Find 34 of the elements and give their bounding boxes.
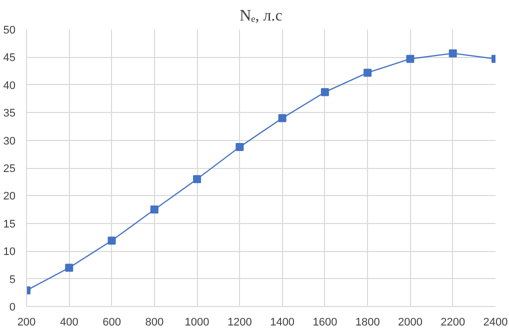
x-tick-label: 1800 xyxy=(355,316,380,328)
point xyxy=(150,206,158,214)
y-tick-label: 10 xyxy=(3,246,16,258)
x-tick-label: 2400 xyxy=(483,316,508,328)
x-tick-label: 2000 xyxy=(398,316,422,328)
point xyxy=(193,175,202,184)
x-tick-label: 400 xyxy=(60,316,78,328)
point xyxy=(320,88,329,96)
point xyxy=(278,114,286,122)
point xyxy=(236,142,244,151)
y-tick-label: 45 xyxy=(3,52,16,64)
y-tick-label: 5 xyxy=(9,274,16,286)
point xyxy=(108,236,116,245)
x-tick-label: 1400 xyxy=(270,316,295,328)
x-tick-label: 1200 xyxy=(227,316,252,328)
y-tick-label: 0 xyxy=(9,302,16,314)
y-tick-label: 40 xyxy=(3,80,16,92)
x-tick-label: 1000 xyxy=(184,316,210,328)
y-tick-label: 35 xyxy=(3,108,16,120)
y-tick-label: 25 xyxy=(3,163,16,175)
point xyxy=(364,68,372,77)
x-tick-label: 2200 xyxy=(440,316,466,328)
y-tick-label: 20 xyxy=(3,190,16,203)
point xyxy=(406,54,414,63)
point xyxy=(448,49,457,58)
x-tick-label: 200 xyxy=(17,316,36,328)
chart-title: Nₑ, л.с xyxy=(240,8,282,24)
x-tick-label: 600 xyxy=(102,316,121,328)
x-tick-label: 1600 xyxy=(312,316,338,328)
point xyxy=(65,264,74,272)
y-tick-label: 15 xyxy=(3,218,16,230)
x-tick-label: 800 xyxy=(145,316,164,328)
y-tick-label: 50 xyxy=(3,24,16,36)
y-tick-label: 30 xyxy=(3,135,16,148)
